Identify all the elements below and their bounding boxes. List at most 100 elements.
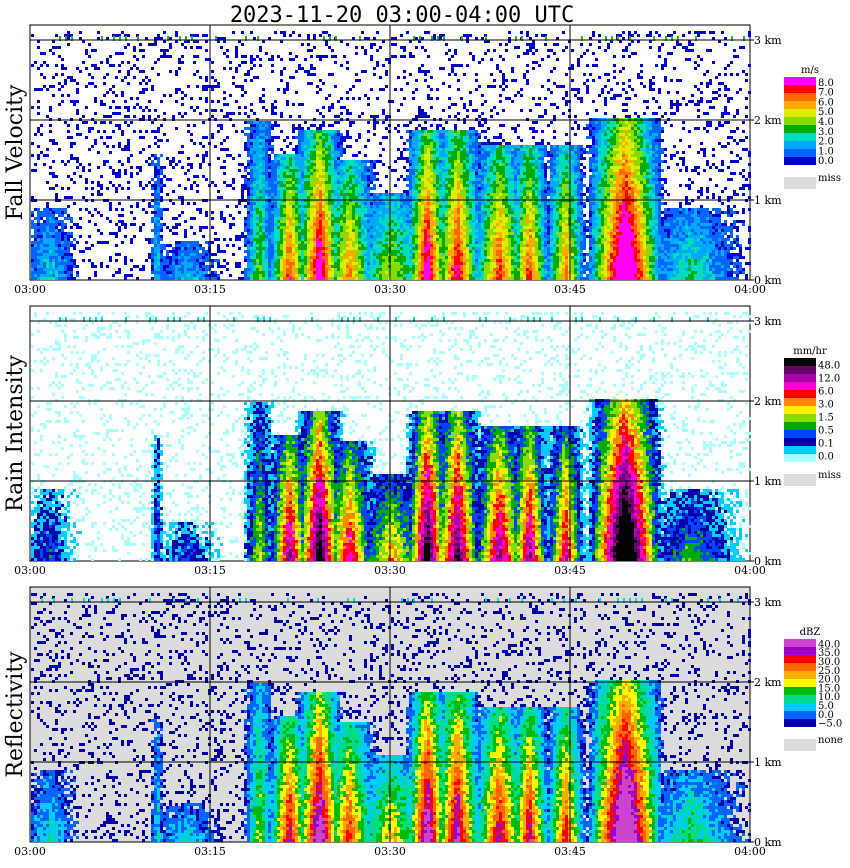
echo-pixel [148, 43, 151, 46]
echo-pixel [325, 265, 328, 268]
echo-pixel [235, 67, 238, 70]
echo-pixel [61, 259, 64, 262]
echo-pixel [337, 139, 340, 142]
echo-pixel [64, 82, 67, 85]
echo-pixel [61, 256, 64, 259]
echo-pixel [289, 163, 292, 166]
echo-pixel [271, 274, 274, 277]
echo-pixel [271, 277, 274, 280]
echo-pixel [256, 154, 259, 157]
echo-pixel [286, 181, 289, 184]
echo-pixel [385, 277, 388, 280]
echo-pixel [118, 112, 121, 115]
echo-pixel [49, 253, 52, 256]
echo-pixel [295, 187, 298, 190]
echo-pixel [403, 76, 406, 79]
echo-pixel [262, 217, 265, 220]
echo-pixel [313, 163, 316, 166]
echo-pixel [262, 175, 265, 178]
echo-pixel [67, 130, 70, 133]
echo-pixel [250, 31, 253, 34]
echo-pixel [295, 265, 298, 268]
echo-pixel [259, 49, 262, 52]
echo-pixel [328, 217, 331, 220]
echo-pixel [277, 229, 280, 232]
echo-pixel [178, 112, 181, 115]
echo-pixel [400, 154, 403, 157]
echo-pixel [91, 262, 94, 265]
echo-pixel [202, 157, 205, 160]
echo-pixel [70, 244, 73, 247]
echo-pixel [256, 136, 259, 139]
echo-pixel [280, 241, 283, 244]
echo-pixel [97, 193, 100, 196]
echo-pixel [217, 130, 220, 133]
echo-pixel [250, 130, 253, 133]
echo-pixel [283, 172, 286, 175]
echo-pixel [274, 250, 277, 253]
echo-pixel [154, 202, 157, 205]
echo-pixel [352, 193, 355, 196]
echo-pixel [394, 235, 397, 238]
echo-pixel [64, 247, 67, 250]
echo-pixel [268, 193, 271, 196]
echo-pixel [358, 178, 361, 181]
echo-pixel [202, 154, 205, 157]
echo-pixel [316, 142, 319, 145]
echo-pixel [46, 220, 49, 223]
echo-pixel [43, 256, 46, 259]
echo-pixel [67, 244, 70, 247]
echo-pixel [355, 163, 358, 166]
echo-pixel [364, 214, 367, 217]
echo-pixel [259, 241, 262, 244]
echo-pixel [274, 208, 277, 211]
echo-pixel [331, 106, 334, 109]
echo-pixel [340, 172, 343, 175]
echo-pixel [370, 211, 373, 214]
echo-pixel [220, 166, 223, 169]
echo-pixel [334, 139, 337, 142]
echo-pixel [157, 259, 160, 262]
echo-pixel [406, 274, 409, 277]
echo-pixel [193, 271, 196, 274]
echo-pixel [391, 271, 394, 274]
echo-pixel [187, 247, 190, 250]
echo-pixel [223, 259, 226, 262]
echo-pixel [106, 241, 109, 244]
echo-pixel [277, 154, 280, 157]
echo-pixel [403, 226, 406, 229]
echo-pixel [325, 151, 328, 154]
echo-pixel [229, 238, 232, 241]
echo-pixel [343, 148, 346, 151]
echo-pixel [190, 163, 193, 166]
echo-pixel [319, 235, 322, 238]
echo-pixel [220, 124, 223, 127]
echo-pixel [346, 262, 349, 265]
echo-pixel [367, 130, 370, 133]
echo-pixel [58, 271, 61, 274]
echo-pixel [247, 196, 250, 199]
echo-pixel [151, 265, 154, 268]
echo-pixel [256, 172, 259, 175]
echo-pixel [274, 100, 277, 103]
echo-pixel [397, 76, 400, 79]
echo-pixel [61, 160, 64, 163]
echo-pixel [337, 115, 340, 118]
echo-pixel [289, 220, 292, 223]
echo-pixel [304, 274, 307, 277]
echo-pixel [163, 55, 166, 58]
echo-pixel [247, 148, 250, 151]
echo-pixel [280, 178, 283, 181]
echo-pixel [379, 268, 382, 271]
echo-pixel [403, 271, 406, 274]
echo-pixel [295, 178, 298, 181]
echo-pixel [79, 70, 82, 73]
echo-pixel [103, 103, 106, 106]
echo-pixel [250, 247, 253, 250]
echo-pixel [226, 115, 229, 118]
echo-pixel [70, 256, 73, 259]
echo-pixel [277, 184, 280, 187]
echo-pixel [211, 211, 214, 214]
echo-pixel [397, 235, 400, 238]
echo-pixel [157, 169, 160, 172]
